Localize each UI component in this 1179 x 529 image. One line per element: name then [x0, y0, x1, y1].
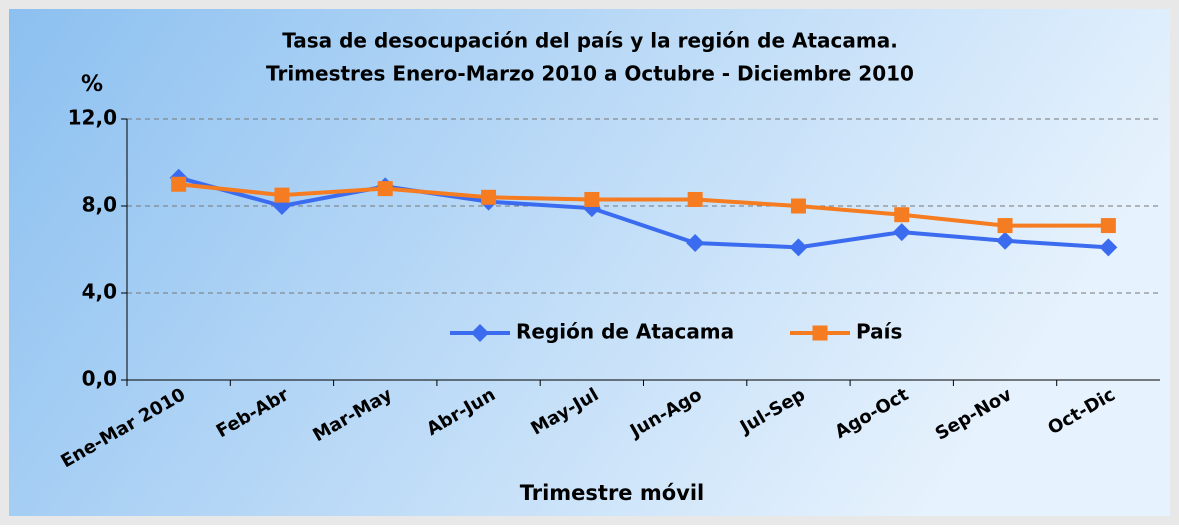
data-point [686, 233, 705, 252]
y-axis-label: % [81, 72, 103, 97]
y-tick-label: 12,0 [68, 106, 117, 130]
legend-label: País [856, 320, 902, 344]
data-point [584, 191, 600, 207]
data-point [894, 207, 910, 223]
data-point [1100, 218, 1116, 234]
data-point [789, 238, 808, 257]
data-point [274, 187, 290, 203]
chart-subtitle: Trimestres Enero-Marzo 2010 a Octubre - … [266, 62, 914, 86]
data-point [1099, 238, 1118, 257]
data-point [996, 231, 1015, 250]
data-point [377, 181, 393, 197]
y-tick-label: 0,0 [82, 367, 117, 391]
legend-marker [812, 325, 828, 341]
legend-marker [471, 324, 489, 342]
data-point [790, 198, 806, 214]
chart-title: Tasa de desocupación del país y la regió… [282, 29, 898, 53]
legend-label: Región de Atacama [516, 320, 734, 344]
data-point [892, 223, 911, 242]
y-tick-label: 8,0 [82, 193, 117, 217]
data-point [481, 189, 497, 205]
chart-area [9, 9, 1170, 516]
data-point [171, 176, 187, 192]
data-point [687, 191, 703, 207]
series-line [178, 175, 1109, 250]
y-tick-label: 4,0 [82, 280, 117, 304]
series-line [178, 182, 1109, 228]
data-point [997, 218, 1013, 234]
x-axis-label: Trimestre móvil [520, 481, 705, 505]
